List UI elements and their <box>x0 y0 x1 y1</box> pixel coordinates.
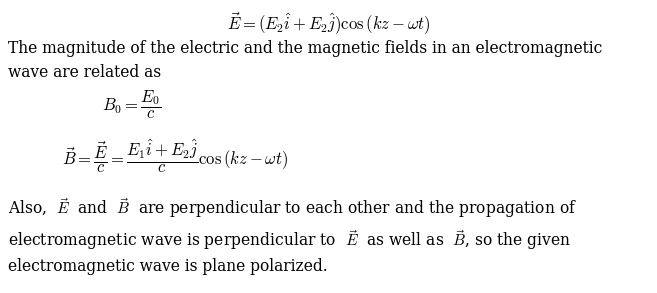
Text: Also,  $\vec{E}$  and  $\vec{B}$  are perpendicular to each other and the propag: Also, $\vec{E}$ and $\vec{B}$ are perpen… <box>8 196 577 220</box>
Text: electromagnetic wave is plane polarized.: electromagnetic wave is plane polarized. <box>8 258 328 275</box>
Text: $\vec{E} = (E_2\hat{i} + E_2\hat{j}) \cos{(kz - \omega t)}$: $\vec{E} = (E_2\hat{i} + E_2\hat{j}) \co… <box>227 11 430 38</box>
Text: electromagnetic wave is perpendicular to  $\vec{E}$  as well as  $\vec{B}$, so t: electromagnetic wave is perpendicular to… <box>8 228 571 252</box>
Text: wave are related as: wave are related as <box>8 64 161 81</box>
Text: $B_0 = \dfrac{E_0}{c}$: $B_0 = \dfrac{E_0}{c}$ <box>102 89 162 121</box>
Text: The magnitude of the electric and the magnetic fields in an electromagnetic: The magnitude of the electric and the ma… <box>8 40 602 57</box>
Text: $\vec{B} = \dfrac{\vec{E}}{c} = \dfrac{E_1\hat{i} + E_2\hat{j}}{c} \cos{(kz - \o: $\vec{B} = \dfrac{\vec{E}}{c} = \dfrac{E… <box>62 138 288 175</box>
